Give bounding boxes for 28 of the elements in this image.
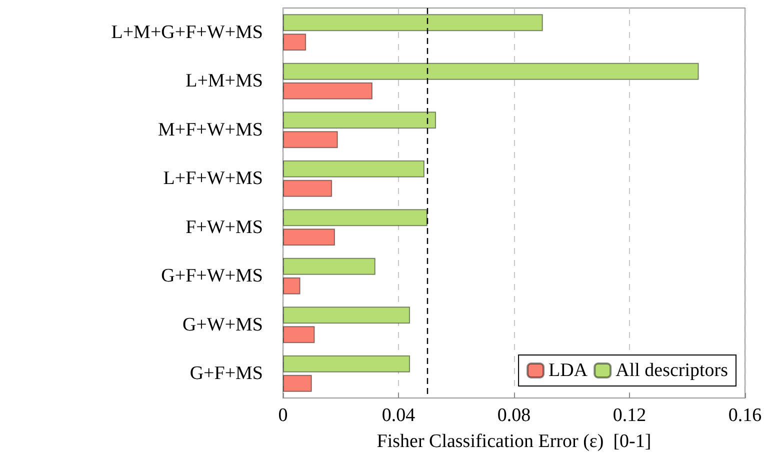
bar [283,160,424,178]
bar [283,258,376,275]
bar [283,374,312,392]
bar [283,131,338,148]
y-tick-label: M+F+W+MS [158,119,263,140]
y-tick-label: L+M+G+F+W+MS [111,22,263,43]
y-tick-label: G+F+MS [190,363,263,384]
x-tick-label: 0.08 [497,405,531,426]
x-tick-label: 0 [278,405,288,426]
bar [283,355,410,372]
bar [283,306,410,324]
y-tick-label: L+M+MS [186,70,263,92]
legend-label: LDA [548,360,588,381]
bar [283,82,373,100]
y-tick-label: G+W+MS [182,314,263,336]
y-tick-label: G+F+W+MS [161,266,263,287]
y-tick-label: F+W+MS [186,216,263,238]
x-tick-label: 0.12 [612,405,646,426]
x-axis-title: Fisher Classification Error (ε) [0-1] [376,431,652,452]
bar [283,34,306,51]
x-tick-label: 0.16 [728,405,762,426]
x-tick-label: 0.04 [382,405,416,426]
y-tick-label: L+F+W+MS [163,168,263,190]
bar [283,326,315,344]
bar [283,277,300,294]
legend-label: All descriptors [616,360,728,381]
bar [283,228,335,246]
bar [283,180,332,197]
